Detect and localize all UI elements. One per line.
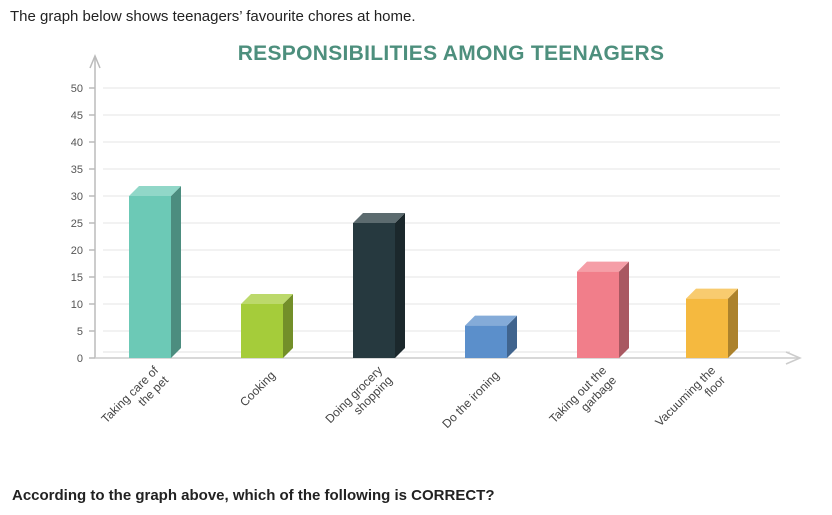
bar-top xyxy=(129,186,181,196)
bar-top xyxy=(686,288,738,299)
bar-side xyxy=(507,315,517,358)
bar-front xyxy=(577,271,619,358)
y-tick-label: 30 xyxy=(71,191,83,203)
y-tick-label: 35 xyxy=(71,164,83,176)
intro-text: The graph below shows teenagers’ favouri… xyxy=(10,8,416,25)
bar-side xyxy=(395,213,405,358)
y-tick-label: 0 xyxy=(77,353,83,365)
y-tick-label: 45 xyxy=(71,110,83,122)
chart-title: RESPONSIBILITIES AMONG TEENAGERS xyxy=(237,42,665,65)
x-category-label: Do the ironing xyxy=(439,368,502,431)
y-tick-label: 15 xyxy=(71,272,83,284)
x-category-label: Taking out thegarbage xyxy=(546,363,619,436)
bar-side xyxy=(283,294,293,358)
y-axis-arrow xyxy=(89,54,101,69)
x-category-label: Doing groceryshopping xyxy=(322,363,395,436)
y-tick-label: 10 xyxy=(71,299,83,311)
y-tick-label: 40 xyxy=(71,137,83,149)
bar-group xyxy=(465,315,517,358)
bar-group xyxy=(686,288,738,358)
x-category-line: Do the ironing xyxy=(439,368,502,431)
x-category-text: Vacuuming thefloor xyxy=(652,363,728,439)
bar-group xyxy=(577,261,629,358)
bar-top xyxy=(577,261,629,272)
bar-chart: 0 5 10 15 20 25 30 35 40 45 50 Taking care ofthe p… xyxy=(71,54,802,439)
x-category-labels: Taking care ofthe pet Cooking Doing grocer… xyxy=(98,363,728,439)
bar-side xyxy=(171,186,181,358)
y-tick-label: 20 xyxy=(71,245,83,257)
bars xyxy=(129,186,738,358)
y-tick-label: 25 xyxy=(71,218,83,230)
axes xyxy=(89,54,802,365)
bar-group xyxy=(353,213,405,358)
bar-front xyxy=(465,325,507,358)
bar-front xyxy=(129,196,171,358)
bar-group xyxy=(129,186,181,358)
bar-front xyxy=(353,223,395,358)
question-text: According to the graph above, which of t… xyxy=(12,487,495,504)
y-tick-label: 5 xyxy=(77,326,83,338)
x-axis-arrow xyxy=(785,351,802,365)
grid-lines xyxy=(103,87,780,332)
y-tick-labels: 0 5 10 15 20 25 30 35 40 45 50 xyxy=(71,83,83,365)
bar-side xyxy=(728,288,738,358)
bar-top xyxy=(465,315,517,326)
bar-front xyxy=(686,298,728,358)
x-category-text: Taking care ofthe pet xyxy=(98,363,171,436)
bar-top xyxy=(353,213,405,223)
x-category-text: Do the ironing xyxy=(439,368,502,431)
x-category-text: Doing groceryshopping xyxy=(322,363,395,436)
x-category-label: Cooking xyxy=(237,368,278,409)
bar-top xyxy=(241,294,293,304)
bar-front xyxy=(241,304,283,358)
x-category-text: Taking out thegarbage xyxy=(546,363,619,436)
y-tick-label: 50 xyxy=(71,83,83,95)
x-category-label: Vacuuming thefloor xyxy=(652,363,728,439)
x-category-text: Cooking xyxy=(237,368,278,409)
x-category-label: Taking care ofthe pet xyxy=(98,363,171,436)
x-category-line: Cooking xyxy=(237,368,278,409)
bar-side xyxy=(619,261,629,358)
bar-group xyxy=(241,294,293,358)
